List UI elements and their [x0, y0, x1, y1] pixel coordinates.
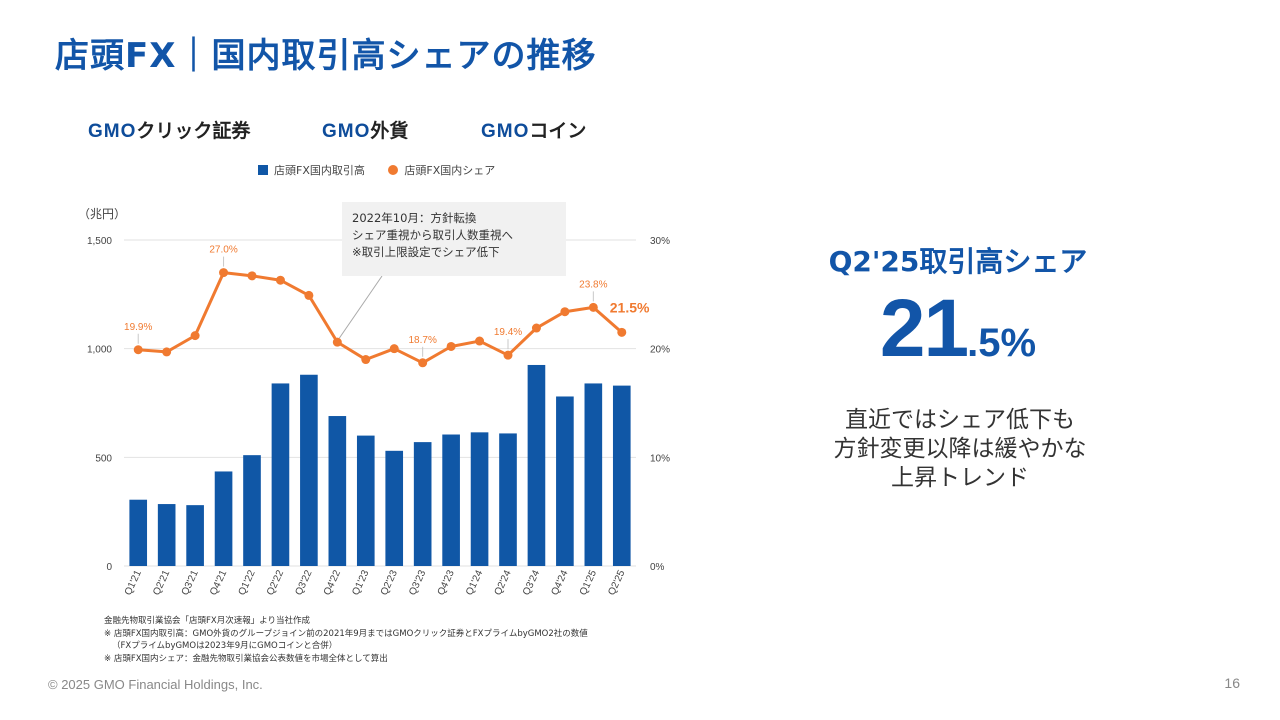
share-point: [389, 344, 399, 354]
y-left-tick-label: 500: [95, 453, 112, 464]
logo-gmo-click: GMOクリック証券: [88, 121, 251, 142]
share-point: [275, 275, 285, 285]
note-line: ※ 店頭FX国内シェア：金融先物取引業協会公表数値を市場全体として算出: [104, 653, 388, 664]
legend-item-volume: 店頭FX国内取引高: [258, 162, 365, 178]
chart-legend: 店頭FX国内取引高 店頭FX国内シェア: [258, 162, 515, 178]
annotation-box: 2022年10月：方針転換 シェア重視から取引人数重視へ ※取引上限設定でシェア…: [342, 202, 566, 276]
x-tick-label: Q2'24: [493, 568, 514, 597]
share-comment: 直近ではシェア低下も 方針変更以降は緩やかな 上昇トレンド: [833, 407, 1087, 491]
x-tick-label: Q2'21: [151, 568, 172, 597]
x-tick-label: Q3'23: [407, 568, 428, 597]
share-point: [418, 358, 428, 368]
bar: [499, 433, 517, 566]
y-left-tick-label: 0: [106, 562, 112, 573]
share-point: [531, 323, 541, 333]
legend-swatch-bar: [258, 165, 268, 175]
share-point: [588, 302, 598, 312]
annotation-line: 2022年10月：方針転換: [352, 211, 477, 225]
y-right-tick-label: 30%: [650, 236, 670, 247]
x-tick-label: Q1'25: [578, 568, 599, 597]
bar: [157, 504, 176, 566]
bar: [556, 396, 574, 566]
y-unit-label: （兆円）: [78, 207, 126, 221]
share-point: [560, 307, 570, 317]
note-line: 金融先物取引業協会「店頭FX月次速報」より当社作成: [104, 616, 311, 626]
share-point: [617, 327, 627, 337]
page-number: 16: [1224, 675, 1240, 691]
bar: [356, 435, 375, 566]
bar: [584, 383, 603, 566]
share-point: [361, 355, 371, 365]
share-point: [247, 271, 257, 281]
bar: [442, 434, 460, 566]
y-right-tick-label: 10%: [650, 453, 670, 464]
point-label: 23.8%: [579, 279, 607, 290]
annotation-line: ※取引上限設定でシェア低下: [352, 245, 500, 259]
x-tick-label: Q3'24: [521, 568, 542, 597]
bar: [413, 442, 432, 566]
bar: [612, 385, 631, 566]
note-line: （FXプライムbyGMOは2023年9月にGMOコインと合併）: [112, 641, 338, 651]
share-point: [475, 336, 485, 346]
x-tick-label: Q4'21: [208, 568, 229, 597]
y-left-tick-label: 1,500: [87, 236, 112, 247]
x-tick-label: Q2'22: [265, 568, 286, 597]
bar: [385, 450, 404, 566]
point-label: 21.5%: [610, 299, 650, 315]
share-value: 21.5%: [879, 283, 1037, 374]
share-point: [133, 345, 143, 355]
legend-swatch-line: [388, 165, 399, 175]
share-point: [304, 290, 314, 300]
source-notes: 金融先物取引業協会「店頭FX月次速報」より当社作成 ※ 店頭FX国内取引高：GM…: [104, 615, 588, 665]
share-point: [332, 337, 342, 347]
y-right-tick-label: 20%: [650, 345, 670, 356]
bar: [271, 383, 290, 566]
share-point: [503, 350, 513, 360]
share-point: [190, 331, 200, 341]
logo-gmo-coin: GMOコイン: [481, 121, 587, 142]
point-label: 27.0%: [209, 245, 237, 256]
y-right-tick-label: 0%: [650, 562, 665, 573]
x-tick-label: Q4'23: [436, 568, 457, 597]
legend-item-share: 店頭FX国内シェア: [388, 162, 495, 178]
annotation-leader: [338, 275, 383, 339]
bar: [470, 432, 489, 566]
bar: [186, 505, 204, 566]
logo-gmo-gaika: GMO外貨: [322, 121, 409, 142]
page-title: 店頭FX｜国内取引高シェアの推移: [55, 36, 597, 76]
x-tick-label: Q1'24: [464, 568, 485, 597]
x-tick-label: Q4'24: [549, 568, 570, 597]
y-left-tick-label: 1,000: [87, 345, 112, 356]
bar: [328, 416, 347, 566]
share-point: [162, 347, 172, 357]
x-tick-label: Q3'22: [293, 568, 314, 597]
x-tick-label: Q1'22: [237, 568, 258, 597]
bar: [300, 374, 318, 566]
note-line: ※ 店頭FX国内取引高：GMO外貨のグループジョイン前の2021年9月まではGM…: [104, 628, 588, 639]
share-point: [446, 341, 456, 351]
bar: [214, 471, 233, 566]
x-tick-label: Q2'23: [379, 568, 400, 597]
copyright: © 2025 GMO Financial Holdings, Inc.: [48, 677, 263, 692]
point-label: 19.4%: [494, 327, 522, 338]
x-tick-label: Q3'21: [180, 568, 201, 597]
bar: [527, 364, 546, 566]
x-tick-label: Q4'22: [322, 568, 343, 597]
x-tick-label: Q1'21: [123, 568, 144, 597]
share-point: [219, 268, 229, 278]
chart: （兆円） 0 500 1,000 1,500 0% 10% 20% 30% Q1'21 Q2'21 Q…: [78, 207, 670, 597]
share-line: [138, 271, 623, 365]
x-tick-label: Q1'23: [350, 568, 371, 597]
x-tick-label: Q2'25: [606, 568, 627, 597]
point-label: 19.9%: [124, 322, 152, 333]
bar: [243, 455, 261, 566]
point-label: 18.7%: [408, 335, 436, 346]
annotation-line: シェア重視から取引人数重視へ: [352, 228, 513, 242]
share-headline: Q2'25取引高シェア: [828, 245, 1088, 278]
brand-logos: GMOクリック証券 GMO外貨 GMOコイン: [88, 116, 648, 142]
bar: [129, 499, 148, 566]
